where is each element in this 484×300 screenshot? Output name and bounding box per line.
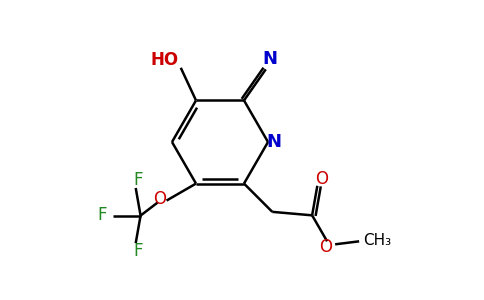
Text: O: O: [318, 238, 332, 256]
Text: F: F: [133, 171, 142, 189]
Text: F: F: [133, 242, 142, 260]
Text: N: N: [262, 50, 277, 68]
Text: CH₃: CH₃: [363, 233, 391, 248]
Text: N: N: [267, 133, 282, 151]
Text: F: F: [98, 206, 107, 224]
Text: HO: HO: [151, 51, 179, 69]
Text: O: O: [315, 170, 328, 188]
Text: O: O: [153, 190, 166, 208]
